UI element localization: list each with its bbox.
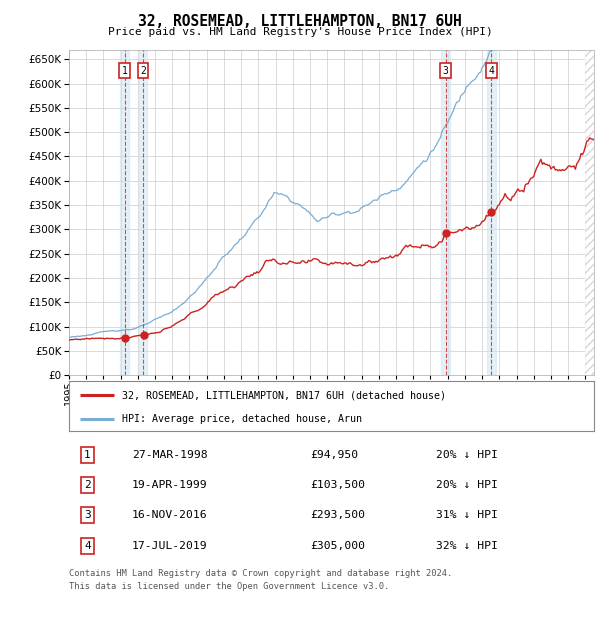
Text: 27-MAR-1998: 27-MAR-1998 xyxy=(132,450,208,460)
Text: HPI: Average price, detached house, Arun: HPI: Average price, detached house, Arun xyxy=(121,414,361,423)
Bar xyxy=(120,50,129,375)
Text: 32, ROSEMEAD, LITTLEHAMPTON, BN17 6UH: 32, ROSEMEAD, LITTLEHAMPTON, BN17 6UH xyxy=(138,14,462,29)
Bar xyxy=(442,50,450,375)
Text: Price paid vs. HM Land Registry's House Price Index (HPI): Price paid vs. HM Land Registry's House … xyxy=(107,27,493,37)
Text: 2: 2 xyxy=(140,66,146,76)
Bar xyxy=(139,50,148,375)
Text: 19-APR-1999: 19-APR-1999 xyxy=(132,480,208,490)
Text: 4: 4 xyxy=(488,66,494,76)
Text: £94,950: £94,950 xyxy=(311,450,359,460)
Text: £305,000: £305,000 xyxy=(311,541,365,551)
Text: 20% ↓ HPI: 20% ↓ HPI xyxy=(437,450,499,460)
Text: £293,500: £293,500 xyxy=(311,510,365,520)
Text: 32, ROSEMEAD, LITTLEHAMPTON, BN17 6UH (detached house): 32, ROSEMEAD, LITTLEHAMPTON, BN17 6UH (d… xyxy=(121,390,445,400)
Bar xyxy=(487,50,496,375)
Text: 2: 2 xyxy=(84,480,91,490)
Text: 31% ↓ HPI: 31% ↓ HPI xyxy=(437,510,499,520)
Text: Contains HM Land Registry data © Crown copyright and database right 2024.: Contains HM Land Registry data © Crown c… xyxy=(69,569,452,578)
Text: 1: 1 xyxy=(122,66,128,76)
Text: 4: 4 xyxy=(84,541,91,551)
Text: 32% ↓ HPI: 32% ↓ HPI xyxy=(437,541,499,551)
Text: 3: 3 xyxy=(84,510,91,520)
Text: 1: 1 xyxy=(84,450,91,460)
Text: 3: 3 xyxy=(443,66,449,76)
Text: 16-NOV-2016: 16-NOV-2016 xyxy=(132,510,208,520)
Text: £103,500: £103,500 xyxy=(311,480,365,490)
Text: 17-JUL-2019: 17-JUL-2019 xyxy=(132,541,208,551)
Text: This data is licensed under the Open Government Licence v3.0.: This data is licensed under the Open Gov… xyxy=(69,582,389,591)
Text: 20% ↓ HPI: 20% ↓ HPI xyxy=(437,480,499,490)
